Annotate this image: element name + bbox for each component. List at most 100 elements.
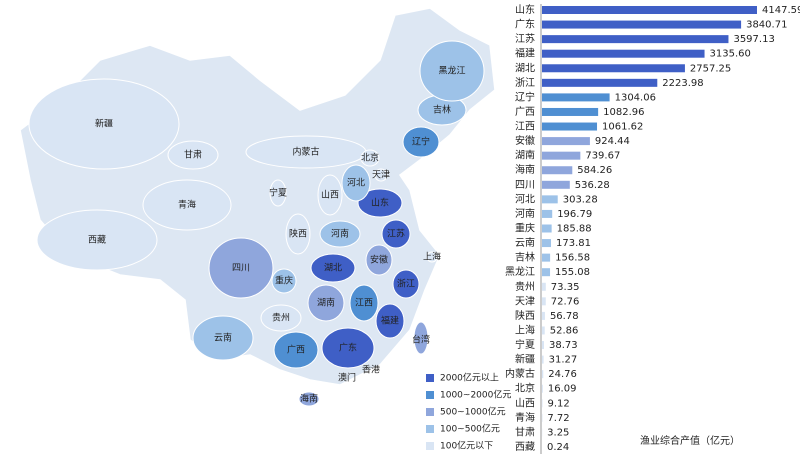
y-tick-label: 黑龙江 (505, 265, 535, 278)
province-region (321, 327, 375, 369)
bar (542, 166, 573, 175)
value-label: 1082.96 (603, 107, 644, 118)
value-label: 3.25 (547, 427, 569, 438)
bar (542, 209, 553, 218)
province-region (307, 284, 345, 322)
province-label: 海南 (300, 393, 318, 405)
legend-label: 100亿元以下 (440, 440, 493, 452)
value-label: 3840.71 (746, 20, 787, 31)
value-label: 0.24 (547, 442, 569, 453)
map-label: 澳门 (338, 372, 356, 384)
legend-label: 2000亿元以上 (440, 372, 499, 384)
province-label: 辽宁 (412, 136, 430, 148)
province-region (375, 303, 405, 339)
legend-swatch (426, 374, 434, 382)
value-label: 2757.25 (690, 63, 731, 74)
y-tick-label: 辽宁 (515, 90, 535, 103)
y-tick-label: 安徽 (515, 134, 535, 147)
province-label: 山西 (321, 190, 339, 201)
y-tick-label: 江苏 (515, 32, 535, 45)
bar (542, 268, 551, 277)
province-label: 甘肃 (184, 149, 202, 161)
value-label: 7.72 (547, 413, 569, 424)
value-label: 73.35 (551, 282, 580, 293)
legend-label: 1000~2000亿元 (440, 389, 511, 401)
y-tick-label: 江西 (515, 121, 535, 133)
value-label: 2223.98 (662, 78, 703, 89)
bar (542, 49, 705, 58)
bar (542, 195, 558, 204)
province-label: 广西 (287, 344, 305, 356)
y-tick-label: 陕西 (515, 309, 535, 322)
y-tick-label: 内蒙古 (505, 367, 535, 380)
bar (542, 35, 729, 44)
province-label: 福建 (381, 315, 399, 327)
bar (542, 253, 551, 262)
province-region (28, 78, 180, 170)
value-label: 3597.13 (733, 34, 774, 45)
province-region (273, 331, 319, 369)
province-region (419, 40, 485, 102)
value-label: 1304.06 (615, 92, 656, 103)
bar (542, 20, 742, 29)
bar (542, 384, 543, 393)
y-tick-label: 吉林 (515, 251, 535, 264)
province-label: 贵州 (272, 312, 290, 324)
bar (542, 122, 598, 131)
y-tick-label: 云南 (515, 236, 535, 249)
province-label: 黑龙江 (438, 65, 465, 77)
x-axis-label: 渔业综合产值（亿元） (640, 434, 740, 447)
legend-label: 100~500亿元 (440, 423, 500, 435)
province-label: 浙江 (397, 278, 415, 290)
province-region (310, 253, 356, 283)
value-label: 4147.59 (762, 5, 800, 16)
bar (542, 6, 757, 14)
legend-swatch (426, 425, 434, 433)
bar (542, 64, 685, 73)
province-region (374, 168, 388, 182)
value-label: 1061.62 (602, 122, 643, 133)
y-tick-label: 山西 (515, 397, 535, 409)
y-tick-label: 上海 (515, 323, 535, 336)
map-label: 台湾 (412, 334, 430, 346)
y-tick-label: 甘肃 (515, 425, 535, 438)
province-region (285, 213, 311, 255)
value-label: 536.28 (575, 180, 610, 191)
legend-swatch (426, 442, 434, 450)
bar (542, 93, 610, 102)
value-label: 24.76 (548, 369, 577, 380)
bar (542, 224, 552, 233)
province-label: 河北 (347, 177, 365, 189)
province-label: 天津 (372, 170, 390, 181)
province-region (167, 140, 219, 170)
taiwan-region (413, 321, 429, 355)
province-label: 山东 (371, 197, 389, 209)
value-label: 72.76 (551, 296, 580, 307)
province-label: 江西 (355, 298, 373, 309)
province-region (357, 188, 403, 218)
value-label: 52.86 (550, 325, 579, 336)
province-region (260, 304, 302, 332)
y-tick-label: 广西 (515, 106, 535, 118)
bar (542, 341, 545, 350)
province-label: 新疆 (95, 118, 113, 130)
legend-swatch (426, 391, 434, 399)
province-region (192, 315, 254, 361)
province-label: 安徽 (370, 254, 388, 266)
province-region (269, 179, 287, 207)
province-label: 青海 (178, 199, 196, 211)
province-region (317, 174, 343, 216)
value-label: 739.67 (585, 151, 620, 162)
bar (542, 355, 544, 364)
y-tick-label: 西藏 (515, 441, 535, 453)
province-label: 重庆 (275, 275, 293, 287)
y-tick-label: 新疆 (515, 353, 535, 366)
value-label: 173.81 (556, 238, 591, 249)
value-label: 196.79 (557, 209, 592, 220)
bar (542, 370, 544, 379)
y-tick-label: 宁夏 (515, 338, 535, 351)
value-label: 16.09 (548, 384, 577, 395)
province-label: 陕西 (289, 228, 307, 240)
province-region (142, 179, 232, 231)
